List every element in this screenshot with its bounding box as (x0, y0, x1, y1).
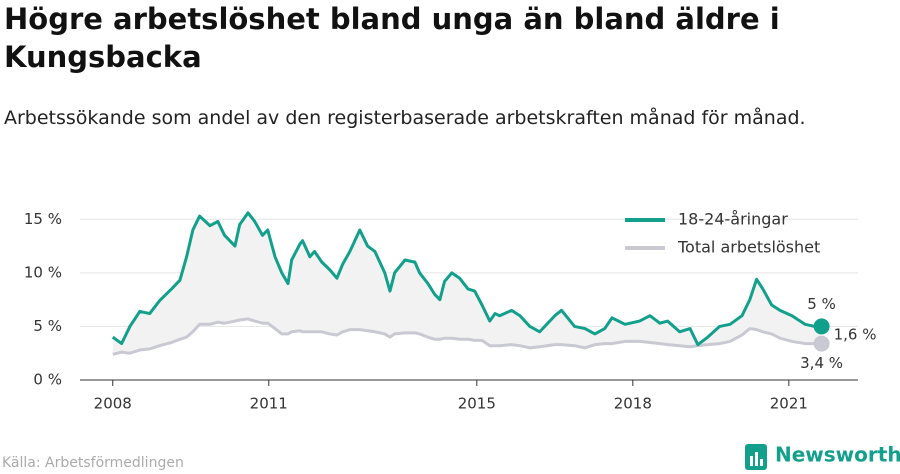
annotation: 1,6 % (834, 326, 877, 344)
x-tick-label: 2008 (94, 395, 132, 413)
legend-label: Total arbetslöshet (677, 238, 820, 257)
legend-label: 18-24-åringar (678, 210, 788, 229)
y-tick-label: 15 % (24, 210, 62, 228)
chart-title: Högre arbetslöshet bland unga än bland ä… (4, 2, 780, 74)
series-line (111, 211, 822, 347)
y-tick-label: 10 % (24, 263, 62, 281)
end-dot (813, 318, 830, 335)
brand-logo (745, 444, 767, 470)
x-tick-label: 2021 (770, 395, 808, 413)
annotation: 3,4 % (800, 354, 843, 372)
end-dot (813, 335, 830, 352)
x-tick-label: 2011 (250, 395, 288, 413)
gap-area (112, 212, 822, 355)
series-line (112, 317, 822, 356)
source: Källa: Arbetsförmedlingen (2, 455, 184, 471)
y-tick-label: 5 % (33, 317, 62, 335)
y-tick-label: 0 % (33, 371, 62, 389)
annotation: 5 % (807, 295, 836, 313)
x-tick-label: 2018 (614, 395, 652, 413)
chart-subtitle: Arbetssökande som andel av den registerb… (4, 107, 806, 129)
brand: Newsworthy (775, 443, 900, 467)
x-tick-label: 2015 (458, 395, 496, 413)
